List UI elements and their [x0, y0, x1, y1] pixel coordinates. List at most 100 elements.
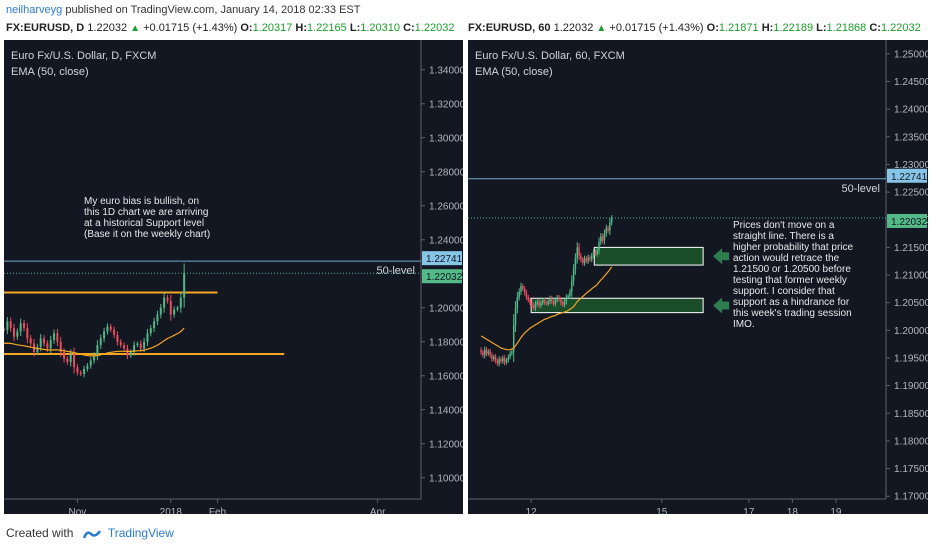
ema-line: [4, 327, 185, 357]
price-tick-label: 1.10000: [429, 473, 463, 484]
price-tick-label: 1.23000: [894, 160, 928, 171]
daily-chart-panel[interactable]: 1.34000 1.32000 1.30000 1.28000 1.26000 1.240…: [4, 40, 463, 514]
candle-body: [59, 341, 62, 352]
candle-body: [551, 298, 553, 302]
right-high: 1.22189: [773, 22, 814, 34]
candle-body: [4, 329, 6, 330]
candle-body: [571, 280, 573, 292]
last-price-tag: [422, 269, 462, 284]
daily-chart-svg[interactable]: 1.34000 1.32000 1.30000 1.28000 1.26000 1.240…: [4, 40, 463, 514]
right-low-label: L:: [816, 22, 827, 34]
candle-body: [139, 343, 142, 349]
pointer-arrow-icon: [713, 248, 730, 265]
candle-body: [133, 345, 136, 352]
candle-body: [601, 236, 604, 241]
candle-body: [79, 372, 82, 375]
candle-body: [534, 303, 537, 309]
candle-body: [13, 328, 16, 337]
level-price-tag-text: 1.22741: [426, 254, 463, 265]
time-tick-label: 2018: [160, 507, 183, 514]
candle-body: [529, 299, 531, 303]
up-arrow-icon: ▲: [130, 23, 141, 34]
price-tick-label: 1.23500: [894, 132, 928, 143]
candle-body: [491, 355, 493, 360]
candle-body: [545, 302, 548, 304]
candle-body: [561, 302, 564, 305]
tradingview-link[interactable]: TradingView: [107, 526, 174, 540]
left-open-label: O:: [240, 22, 253, 34]
right-change: +0.01715 (+1.43%): [609, 22, 704, 34]
tradingview-logo-icon: [82, 530, 101, 539]
candle-body: [581, 259, 584, 263]
candle-body: [73, 353, 76, 368]
candle-body: [129, 351, 132, 356]
left-high: 1.22165: [307, 22, 347, 34]
candle-body: [36, 346, 39, 352]
candle-body: [483, 349, 486, 356]
author-link[interactable]: neilharveyg: [6, 4, 63, 16]
price-tick-label: 1.26000: [429, 201, 463, 212]
candle-body: [93, 355, 96, 361]
candle-body: [558, 297, 560, 300]
support-zone-box: [593, 246, 704, 266]
last-price-tag-text: 1.22032: [891, 217, 928, 228]
daily-annotation: My euro bias is bullish, on this 1D char…: [84, 196, 211, 240]
left-last-price: 1.22032: [87, 22, 128, 34]
ema-line: [480, 266, 613, 351]
candle-body: [494, 356, 497, 361]
candle-body: [149, 328, 152, 334]
price-tick-label: 1.28000: [429, 167, 463, 178]
candle-body: [514, 308, 517, 325]
price-tick-label: 1.20000: [429, 303, 463, 314]
price-tick-label: 1.25000: [894, 49, 928, 60]
candle-body: [19, 323, 22, 332]
candle-body: [590, 255, 593, 260]
candle-body: [83, 368, 86, 375]
candle-body: [585, 258, 588, 262]
level-price-tag-text: 1.22741: [891, 172, 928, 183]
price-tick-label: 1.21500: [894, 243, 928, 254]
candle-body: [507, 356, 510, 361]
candle-body: [607, 228, 609, 231]
candle-body: [589, 257, 591, 260]
right-close-label: C:: [869, 22, 881, 34]
price-tick-label: 1.24000: [894, 105, 928, 116]
candle-body: [554, 299, 557, 304]
right-open: 1.21871: [718, 22, 759, 34]
last-price-tag-text: 1.22032: [426, 272, 463, 283]
price-tick-label: 1.19500: [894, 353, 928, 364]
candle-body: [538, 301, 540, 306]
candle-body: [576, 247, 578, 259]
candle-body: [63, 351, 66, 359]
candle-body: [153, 321, 156, 329]
candle-body: [6, 321, 9, 330]
daily-ema-label: EMA (50, close): [11, 66, 89, 78]
price-tick-label: 1.14000: [429, 405, 463, 416]
hourly-annotation: Prices don't move on a straight line. Th…: [733, 220, 854, 330]
time-tick-label: Apr: [370, 507, 386, 514]
candle-body: [603, 233, 606, 241]
candle-body: [609, 222, 611, 231]
candle-body: [598, 241, 600, 251]
candle-body: [522, 286, 524, 289]
candle-body: [9, 321, 12, 329]
price-tick-label: 1.21000: [894, 271, 928, 282]
right-chart-header: FX:EURUSD, 60 1.22032 ▲ +0.01715 (+1.43%…: [468, 22, 921, 34]
hourly-chart-svg[interactable]: 1.25000 1.24500 1.24000 1.23500 1.23000 1.225…: [468, 40, 928, 514]
candle-body: [542, 299, 544, 303]
candle-body: [23, 323, 26, 329]
daily-chart-title: Euro Fx/U.S. Dollar, D, FXCM: [11, 50, 157, 62]
price-tick-label: 1.18500: [894, 409, 928, 420]
candle-body: [146, 333, 149, 342]
candle-body: [600, 236, 602, 242]
hourly-chart-title: Euro Fx/U.S. Dollar, 60, FXCM: [475, 50, 625, 62]
right-high-label: H:: [761, 22, 774, 34]
right-close: 1.22032: [880, 22, 921, 34]
hourly-chart-panel[interactable]: 1.25000 1.24500 1.24000 1.23500 1.23000 1.225…: [468, 40, 928, 514]
candle-body: [496, 360, 499, 364]
price-tick-label: 1.18000: [429, 337, 463, 348]
candle-body: [143, 341, 146, 349]
candle-body: [594, 251, 597, 255]
time-tick-label: 12: [526, 507, 538, 514]
candle-body: [123, 345, 126, 349]
